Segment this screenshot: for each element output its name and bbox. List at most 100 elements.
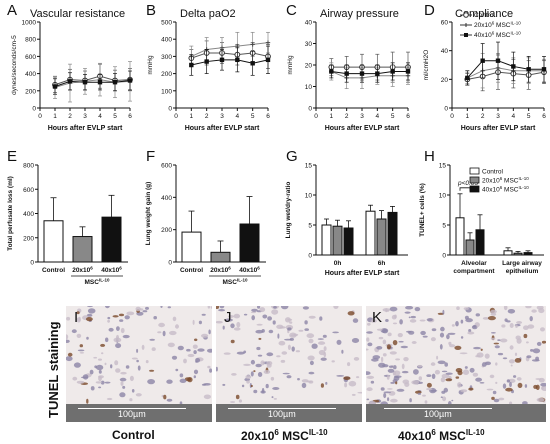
tissue-cell <box>90 386 95 391</box>
legend-sup: IL-10 <box>510 31 521 36</box>
tissue-cell <box>479 382 485 384</box>
title-b: Delta paO2 <box>180 8 236 20</box>
caption-num: 40x10 <box>398 429 432 443</box>
tissue-cell <box>413 369 419 375</box>
tissue-cell <box>308 371 315 375</box>
tissue-cell <box>472 325 477 328</box>
tissue-cell <box>167 306 171 309</box>
tissue-cell <box>197 348 205 352</box>
tissue-cell <box>223 352 231 355</box>
tissue-cell <box>348 380 357 387</box>
tissue-cell <box>509 323 514 328</box>
y-axis-label: TUNEL+ cells (%) <box>419 183 426 237</box>
y-tick-label: 200 <box>25 88 36 95</box>
tissue-cell <box>411 341 417 344</box>
tissue-cell <box>410 315 416 319</box>
tissue-cell <box>357 391 362 394</box>
y-tick-label: 600 <box>161 163 172 170</box>
tissue-cell <box>541 340 546 344</box>
scale-bar-label: 100µm <box>118 409 146 419</box>
data-point <box>495 58 501 63</box>
title-d: Compliance <box>455 8 514 20</box>
tissue-cell <box>100 380 105 385</box>
tissue-cell <box>282 372 290 375</box>
tissue-cell <box>540 382 546 387</box>
legend-msc: MSC <box>502 187 519 194</box>
tissue-cell <box>434 369 440 375</box>
x-tick-label: 1 <box>190 113 194 120</box>
tissue-cell <box>136 359 139 363</box>
y-tick-label: 600 <box>25 54 36 61</box>
x-tick-label: 2 <box>68 113 72 120</box>
tissue-cell <box>175 368 179 372</box>
tissue-cell <box>285 317 291 323</box>
tissue-cell <box>417 364 423 368</box>
tissue-cell <box>87 308 96 314</box>
tissue-cell <box>366 331 373 334</box>
data-point <box>219 57 225 63</box>
x-tick-label: 4 <box>236 113 240 120</box>
category-num: 20x10 <box>210 267 228 274</box>
tissue-cell <box>78 316 81 322</box>
tissue-cell <box>86 313 93 317</box>
tissue-cell <box>120 371 127 375</box>
category-num: 20x10 <box>72 267 90 274</box>
tissue-cell <box>366 371 371 375</box>
tissue-cell <box>455 321 459 327</box>
tissue-cell <box>195 358 201 363</box>
tissue-cell <box>149 338 156 341</box>
tissue-cell <box>104 362 107 366</box>
tissue-cell <box>475 355 481 358</box>
tissue-cell <box>256 346 261 351</box>
group-label: MSCIL-10 <box>85 278 110 287</box>
tissue-cell <box>302 306 309 310</box>
legend-num: 20x10 <box>482 178 500 185</box>
tissue-cell <box>396 388 405 392</box>
tissue-cell <box>523 333 528 339</box>
bar-control <box>503 250 513 256</box>
tissue-cell <box>513 375 517 378</box>
tissue-cell <box>250 384 253 388</box>
group-sup: IL-10 <box>237 278 248 283</box>
panel-letter-d: D <box>424 2 435 19</box>
category-num: 40x10 <box>101 267 119 274</box>
tissue-cell <box>135 393 142 397</box>
y-tick-label: 0 <box>32 106 36 113</box>
category-label: 6h <box>378 260 386 267</box>
legend-num: 40x10 <box>474 32 492 39</box>
tissue-cell <box>218 309 225 312</box>
tissue-cell <box>260 390 266 394</box>
y-tick-label: 200 <box>161 71 172 78</box>
tissue-cell <box>468 387 474 391</box>
tissue-cell <box>430 337 436 342</box>
x-tick-label: 5 <box>251 113 255 120</box>
tissue-cell <box>378 362 386 368</box>
tissue-cell <box>271 309 279 315</box>
tissue-cell <box>387 397 390 402</box>
tissue-cell <box>243 313 248 316</box>
tissue-cell <box>192 319 195 325</box>
scale-bar-label: 100µm <box>424 409 452 419</box>
legend-msc: MSC <box>494 32 511 39</box>
y-tick-label: 0 <box>442 253 446 260</box>
tissue-cell <box>186 348 191 352</box>
caption-exp: 6 <box>274 428 279 437</box>
x-tick-label: 4 <box>376 113 380 120</box>
tissue-cell <box>493 398 500 403</box>
tissue-cell <box>141 344 145 350</box>
tissue-cell <box>72 376 78 381</box>
tissue-cell <box>320 357 327 361</box>
tissue-cell <box>194 338 198 342</box>
tissue-cell <box>426 374 432 377</box>
tissue-cell <box>401 370 409 374</box>
data-point <box>82 80 88 85</box>
tissue-cell <box>284 338 292 341</box>
tissue-cell <box>131 357 138 360</box>
tissue-cell <box>120 327 125 334</box>
tissue-cell <box>262 314 268 319</box>
tissue-cell <box>383 391 392 394</box>
bar-low <box>465 239 475 256</box>
series-line-high <box>54 79 131 87</box>
tissue-cell <box>336 339 342 345</box>
tissue-cell <box>541 386 544 390</box>
